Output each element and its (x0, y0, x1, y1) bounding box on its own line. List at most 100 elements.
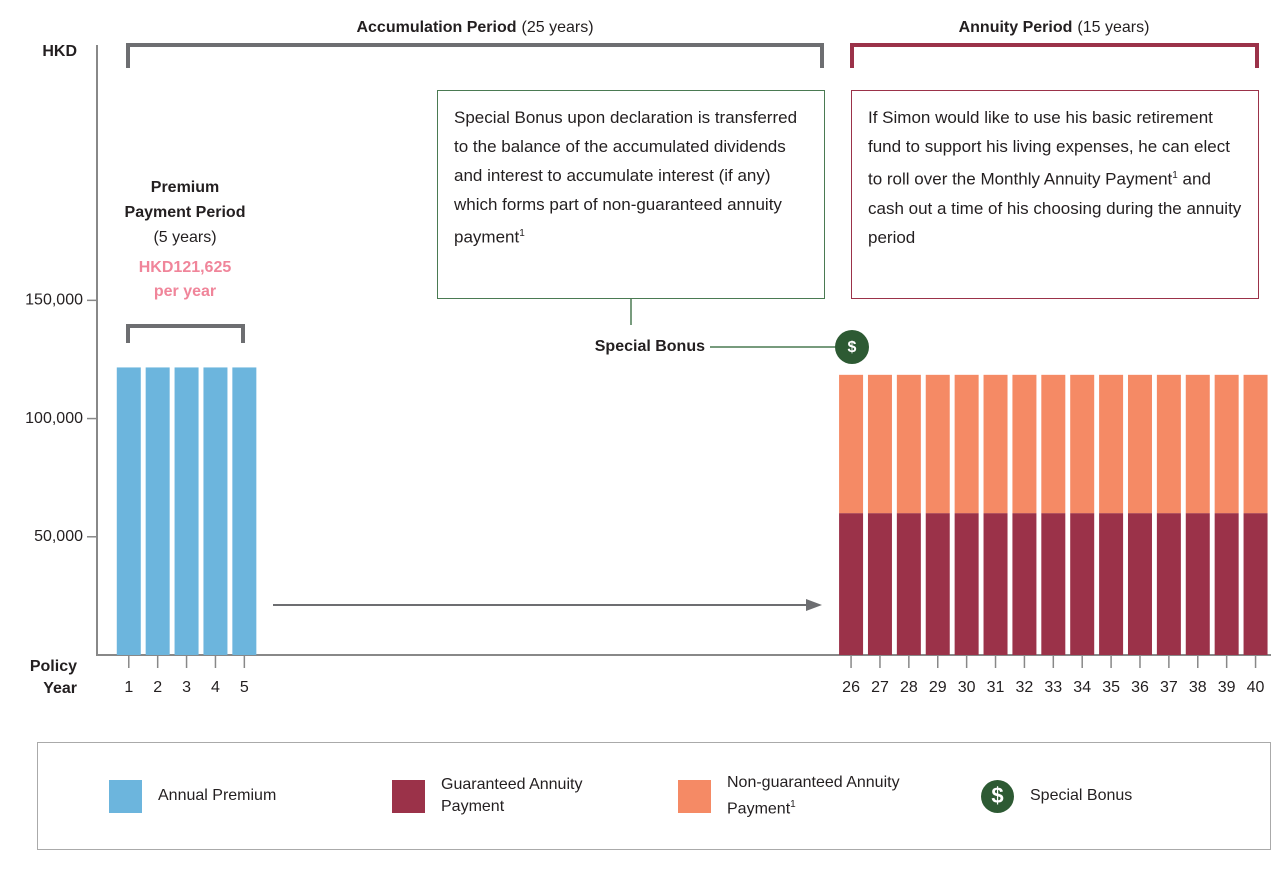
x-tick-label: 29 (929, 679, 947, 696)
bar (839, 374, 864, 514)
bar (174, 367, 199, 655)
bar (867, 374, 892, 514)
x-tick-label: 38 (1189, 679, 1207, 696)
x-tick-label: 33 (1044, 679, 1062, 696)
legend-label: Guaranteed Annuity Payment (441, 776, 583, 815)
bar (1243, 513, 1268, 655)
x-axis-label: Year (43, 680, 77, 697)
x-tick-label: 26 (842, 679, 860, 696)
bracket (850, 43, 1259, 68)
box-text: and cash out a time of his choosing duri… (868, 169, 1242, 247)
x-tick-label: 30 (958, 679, 976, 696)
premium-unit: per year (154, 283, 216, 300)
legend-label: Non-guaranteed Annuity Payment (727, 773, 900, 818)
x-tick-label: 2 (153, 679, 162, 696)
bar (1214, 374, 1239, 514)
bar (954, 374, 979, 514)
bar (1070, 513, 1095, 655)
bar (896, 374, 921, 514)
footnote: 1 (1172, 170, 1178, 181)
bar (1041, 513, 1066, 655)
bar (1127, 374, 1152, 514)
x-tick-label: 4 (211, 679, 220, 696)
bonus-box: Special Bonus upon declaration is transf… (437, 90, 825, 299)
bar (1156, 513, 1181, 655)
bar (1243, 374, 1268, 514)
bar (1185, 374, 1210, 514)
period-note: (25 years) (522, 19, 594, 36)
bar (839, 513, 864, 655)
bar (1099, 513, 1124, 655)
x-tick-label: 35 (1102, 679, 1120, 696)
bar (1214, 513, 1239, 655)
bar (1099, 374, 1124, 514)
x-tick-label: 27 (871, 679, 889, 696)
x-tick-label: 39 (1218, 679, 1236, 696)
footnote: 1 (790, 798, 796, 810)
period-note: (15 years) (1077, 19, 1149, 36)
box-text: Special Bonus upon declaration is transf… (454, 108, 798, 247)
y-axis-label: HKD (42, 43, 77, 60)
legend-label: Non-guaranteed Annuity Payment1 (727, 772, 907, 820)
bar (983, 513, 1008, 655)
legend-swatch (109, 779, 142, 813)
period-title: Annuity Period (15 years) (959, 19, 1150, 36)
bar (1012, 513, 1037, 655)
bar (1127, 513, 1152, 655)
footnote: 1 (519, 228, 525, 239)
bonus-icon (835, 330, 869, 364)
x-tick-label: 34 (1073, 679, 1091, 696)
legend: Annual Premium Guaranteed Annuity Paymen… (37, 742, 1271, 850)
y-tick-label: 50,000 (34, 528, 83, 545)
x-tick-label: 1 (124, 679, 133, 696)
box-text: If Simon would like to use his basic ret… (868, 108, 1230, 189)
legend-item: Non-guaranteed Annuity Payment1 (678, 743, 907, 849)
period-title: Accumulation Period (356, 19, 516, 36)
legend-swatch (678, 779, 711, 813)
special-bonus-label: Special Bonus (595, 338, 705, 355)
bar (983, 374, 1008, 514)
legend-label: Special Bonus (1030, 787, 1133, 804)
legend-item: Guaranteed Annuity Payment (392, 743, 601, 849)
annuity-box: If Simon would like to use his basic ret… (851, 90, 1259, 299)
bar (1156, 374, 1181, 514)
x-tick-label: 40 (1247, 679, 1265, 696)
premium-title: Payment Period (125, 204, 246, 221)
bar (925, 513, 950, 655)
legend-item: $ Special Bonus (981, 743, 1132, 849)
bar (203, 367, 228, 655)
bonus-icon-text: $ (848, 339, 857, 356)
premium-title: Premium (151, 179, 219, 196)
chart: HKD Policy Year Accumulation Period (25 y… (25, 19, 1271, 697)
bar (1041, 374, 1066, 514)
x-tick-label: 3 (182, 679, 191, 696)
legend-item: Annual Premium (109, 743, 276, 849)
bar (232, 367, 257, 655)
bar (1070, 374, 1095, 514)
arrow-head (806, 599, 822, 611)
bar (116, 367, 141, 655)
bar (954, 513, 979, 655)
bar (145, 367, 170, 655)
bar (1012, 374, 1037, 514)
x-tick-label: 5 (240, 679, 249, 696)
x-tick-label: 32 (1016, 679, 1034, 696)
period-title: Accumulation Period (25 years) (356, 19, 593, 36)
premium-note: (5 years) (153, 229, 216, 246)
x-tick-label: 31 (987, 679, 1005, 696)
y-tick-label: 100,000 (25, 410, 83, 427)
x-tick-label: 28 (900, 679, 918, 696)
period-title: Annuity Period (959, 19, 1073, 36)
x-axis-label: Policy (30, 658, 77, 675)
x-tick-label: 37 (1160, 679, 1178, 696)
legend-swatch (392, 779, 425, 813)
premium-amount: HKD121,625 (139, 259, 232, 276)
bar (867, 513, 892, 655)
legend-icon: $ (981, 779, 1014, 813)
bar (896, 513, 921, 655)
y-tick-label: 150,000 (25, 292, 83, 309)
bracket (126, 324, 245, 343)
bar (925, 374, 950, 514)
bar (1185, 513, 1210, 655)
